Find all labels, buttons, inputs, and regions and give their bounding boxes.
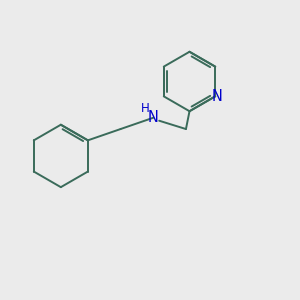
Text: N: N — [211, 89, 222, 104]
Text: H: H — [141, 102, 149, 115]
Text: N: N — [148, 110, 159, 125]
